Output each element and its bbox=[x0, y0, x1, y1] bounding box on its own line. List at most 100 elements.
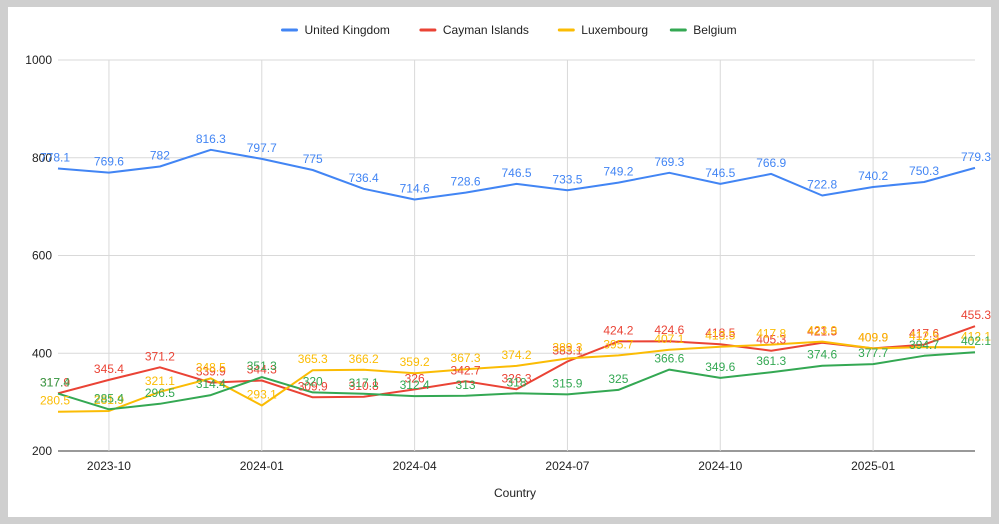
data-label-belgium: 377.7 bbox=[858, 346, 888, 360]
legend-item-luxembourg: Luxembourg bbox=[581, 23, 648, 37]
data-label-luxembourg: 321.1 bbox=[145, 374, 175, 388]
data-label-united-kingdom: 722.8 bbox=[807, 177, 837, 191]
y-tick-label: 400 bbox=[32, 346, 52, 360]
data-label-cayman-islands: 326 bbox=[405, 371, 425, 385]
data-label-luxembourg: 423.9 bbox=[807, 324, 837, 338]
legend-item-united-kingdom: United Kingdom bbox=[305, 23, 390, 37]
y-tick-label: 200 bbox=[32, 444, 52, 458]
data-label-luxembourg: 389.3 bbox=[552, 340, 582, 354]
data-labels: 778.1 769.6 782 816.3 797.7 775 736.4 714.6 728.… bbox=[40, 132, 991, 408]
data-label-belgium: 317.1 bbox=[349, 376, 379, 390]
data-label-cayman-islands: 317.9 bbox=[40, 375, 70, 389]
series-line-luxembourg bbox=[57, 340, 976, 413]
x-tick-label: 2024-04 bbox=[393, 459, 437, 473]
data-label-belgium: 315.9 bbox=[552, 376, 582, 390]
data-label-cayman-islands: 339.9 bbox=[196, 365, 226, 379]
data-label-united-kingdom: 736.4 bbox=[349, 171, 379, 185]
x-tick-label: 2024-07 bbox=[545, 459, 589, 473]
data-label-cayman-islands: 345.4 bbox=[94, 362, 124, 376]
data-label-belgium: 349.6 bbox=[705, 360, 735, 374]
data-label-luxembourg: 412.1 bbox=[961, 329, 991, 343]
data-label-united-kingdom: 750.3 bbox=[909, 164, 939, 178]
data-label-cayman-islands: 310.8 bbox=[349, 379, 379, 393]
line-chart: 200 400 600 800 1000 2023-10 2024-01 2024-04 202… bbox=[25, 23, 991, 500]
data-label-belgium: 318 bbox=[506, 375, 526, 389]
y-tick-label: 1000 bbox=[25, 53, 52, 67]
data-label-united-kingdom: 782 bbox=[150, 149, 170, 163]
data-label-belgium: 314.4 bbox=[196, 377, 226, 391]
grid bbox=[58, 59, 975, 452]
data-label-belgium: 366.6 bbox=[654, 352, 684, 366]
data-label-cayman-islands: 418.5 bbox=[705, 326, 735, 340]
data-label-cayman-islands: 371.2 bbox=[145, 349, 175, 363]
axes: 200 400 600 800 1000 2023-10 2024-01 2024-04 202… bbox=[25, 53, 895, 473]
data-label-united-kingdom: 746.5 bbox=[501, 166, 531, 180]
data-label-cayman-islands: 342.7 bbox=[451, 363, 481, 377]
data-label-luxembourg: 280.5 bbox=[40, 394, 70, 408]
data-label-belgium: 402.1 bbox=[961, 334, 991, 348]
data-label-belgium: 351.3 bbox=[247, 359, 277, 373]
series-lines bbox=[57, 148, 976, 413]
data-label-cayman-islands: 424.6 bbox=[654, 323, 684, 337]
data-label-luxembourg: 412.5 bbox=[909, 329, 939, 343]
legend-item-cayman-islands: Cayman Islands bbox=[443, 23, 529, 37]
series-line-belgium bbox=[57, 351, 976, 411]
data-label-belgium: 374.6 bbox=[807, 348, 837, 362]
x-tick-label: 2025-01 bbox=[851, 459, 895, 473]
x-tick-label: 2024-10 bbox=[698, 459, 742, 473]
data-label-belgium: 285.4 bbox=[94, 391, 124, 405]
legend: United Kingdom Cayman Islands Luxembourg Be… bbox=[281, 23, 737, 37]
data-label-united-kingdom: 775 bbox=[303, 152, 323, 166]
data-label-luxembourg: 365.3 bbox=[298, 352, 328, 366]
data-label-luxembourg: 348.5 bbox=[196, 360, 226, 374]
legend-item-belgium: Belgium bbox=[693, 23, 736, 37]
data-label-luxembourg: 395.7 bbox=[603, 337, 633, 351]
data-label-cayman-islands: 405.3 bbox=[756, 333, 786, 347]
data-label-belgium: 394.7 bbox=[909, 338, 939, 352]
data-label-luxembourg: 413.5 bbox=[705, 329, 735, 343]
data-label-cayman-islands: 409.9 bbox=[858, 330, 888, 344]
data-label-belgium: 296.5 bbox=[145, 386, 175, 400]
data-label-cayman-islands: 344.3 bbox=[247, 362, 277, 376]
data-label-belgium: 320 bbox=[303, 374, 323, 388]
data-label-united-kingdom: 740.2 bbox=[858, 169, 888, 183]
data-label-united-kingdom: 733.5 bbox=[552, 172, 582, 186]
y-tick-label: 600 bbox=[32, 249, 52, 263]
series-line-united-kingdom bbox=[57, 148, 976, 201]
data-label-united-kingdom: 778.1 bbox=[40, 150, 70, 164]
data-label-united-kingdom: 766.9 bbox=[756, 156, 786, 170]
data-label-belgium: 325 bbox=[608, 372, 628, 386]
data-label-united-kingdom: 714.6 bbox=[400, 181, 430, 195]
x-tick-label: 2023-10 bbox=[87, 459, 131, 473]
data-label-belgium: 361.3 bbox=[756, 354, 786, 368]
data-label-luxembourg: 293.1 bbox=[247, 387, 277, 401]
x-tick-label: 2024-01 bbox=[240, 459, 284, 473]
data-label-luxembourg: 359.2 bbox=[400, 355, 430, 369]
data-label-united-kingdom: 728.6 bbox=[451, 175, 481, 189]
data-label-cayman-islands: 455.3 bbox=[961, 308, 991, 322]
data-label-luxembourg: 417.8 bbox=[756, 327, 786, 341]
data-label-united-kingdom: 797.7 bbox=[247, 141, 277, 155]
y-tick-label: 800 bbox=[32, 151, 52, 165]
data-label-cayman-islands: 424.2 bbox=[603, 323, 633, 337]
data-label-united-kingdom: 769.3 bbox=[654, 155, 684, 169]
data-label-cayman-islands: 326.3 bbox=[501, 371, 531, 385]
data-label-cayman-islands: 421.5 bbox=[807, 325, 837, 339]
data-label-luxembourg: 367.3 bbox=[451, 351, 481, 365]
data-label-united-kingdom: 746.5 bbox=[705, 166, 735, 180]
data-label-united-kingdom: 779.3 bbox=[961, 150, 991, 164]
data-label-cayman-islands: 309.9 bbox=[298, 379, 328, 393]
data-label-united-kingdom: 769.6 bbox=[94, 155, 124, 169]
data-label-belgium: 317.4 bbox=[40, 376, 70, 390]
x-axis-title: Country bbox=[494, 486, 536, 500]
data-label-cayman-islands: 383.1 bbox=[552, 344, 582, 358]
data-label-luxembourg: 281.9 bbox=[94, 393, 124, 407]
data-label-belgium: 313 bbox=[456, 378, 476, 392]
data-label-belgium: 312.4 bbox=[400, 378, 430, 392]
data-label-cayman-islands: 417.6 bbox=[909, 327, 939, 341]
series-line-cayman-islands bbox=[57, 325, 976, 399]
chart-frame: 200 400 600 800 1000 2023-10 2024-01 2024-04 202… bbox=[8, 7, 991, 517]
data-label-united-kingdom: 816.3 bbox=[196, 132, 226, 146]
data-label-luxembourg: 366.2 bbox=[349, 352, 379, 366]
data-label-luxembourg: 374.2 bbox=[501, 348, 531, 362]
